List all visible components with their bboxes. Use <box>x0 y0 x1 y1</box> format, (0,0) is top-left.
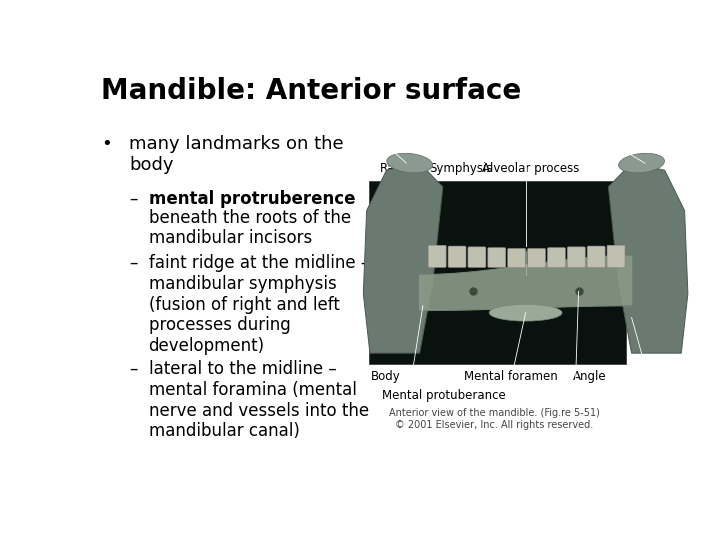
Text: –: – <box>129 254 138 272</box>
Text: –: – <box>129 190 138 207</box>
Polygon shape <box>608 163 688 353</box>
FancyBboxPatch shape <box>528 248 546 267</box>
Polygon shape <box>420 256 631 310</box>
FancyBboxPatch shape <box>607 245 625 267</box>
Text: beneath the roots of the: beneath the roots of the <box>148 210 351 227</box>
Text: mandibular incisors: mandibular incisors <box>148 230 312 247</box>
Text: Mandible: Anterior surface: Mandible: Anterior surface <box>101 77 521 105</box>
Text: •: • <box>101 136 112 153</box>
Text: many landmarks on the
body: many landmarks on the body <box>129 136 343 174</box>
FancyBboxPatch shape <box>508 248 526 267</box>
Text: Alveolar process: Alveolar process <box>482 162 580 175</box>
FancyBboxPatch shape <box>428 245 446 267</box>
Text: Mental foramen: Mental foramen <box>464 370 558 383</box>
FancyBboxPatch shape <box>567 247 585 267</box>
Text: Body: Body <box>371 370 400 383</box>
Ellipse shape <box>489 305 562 321</box>
Text: Symphysis: Symphysis <box>429 162 492 175</box>
Ellipse shape <box>387 153 433 173</box>
FancyBboxPatch shape <box>547 248 565 267</box>
Text: lateral to the midline –
mental foramina (mental
nerve and vessels into the
mand: lateral to the midline – mental foramina… <box>148 360 369 441</box>
FancyBboxPatch shape <box>488 248 505 267</box>
Polygon shape <box>364 163 443 353</box>
Text: faint ridge at the midline –
mandibular symphysis
(fusion of right and left
proc: faint ridge at the midline – mandibular … <box>148 254 369 355</box>
FancyBboxPatch shape <box>588 246 605 267</box>
Ellipse shape <box>618 153 665 173</box>
Text: Angle: Angle <box>572 370 606 383</box>
Text: Ramus: Ramus <box>379 162 420 175</box>
Text: Anterior view of the mandible. (Fig.re 5-51): Anterior view of the mandible. (Fig.re 5… <box>389 408 600 418</box>
Text: Mental protuberance: Mental protuberance <box>382 389 506 402</box>
Text: –: – <box>129 360 138 378</box>
Text: © 2001 Elsevier, Inc. All rights reserved.: © 2001 Elsevier, Inc. All rights reserve… <box>395 420 594 430</box>
Bar <box>369 181 626 364</box>
FancyBboxPatch shape <box>448 246 466 267</box>
Text: mental protruberence: mental protruberence <box>148 190 355 207</box>
FancyBboxPatch shape <box>468 247 486 267</box>
